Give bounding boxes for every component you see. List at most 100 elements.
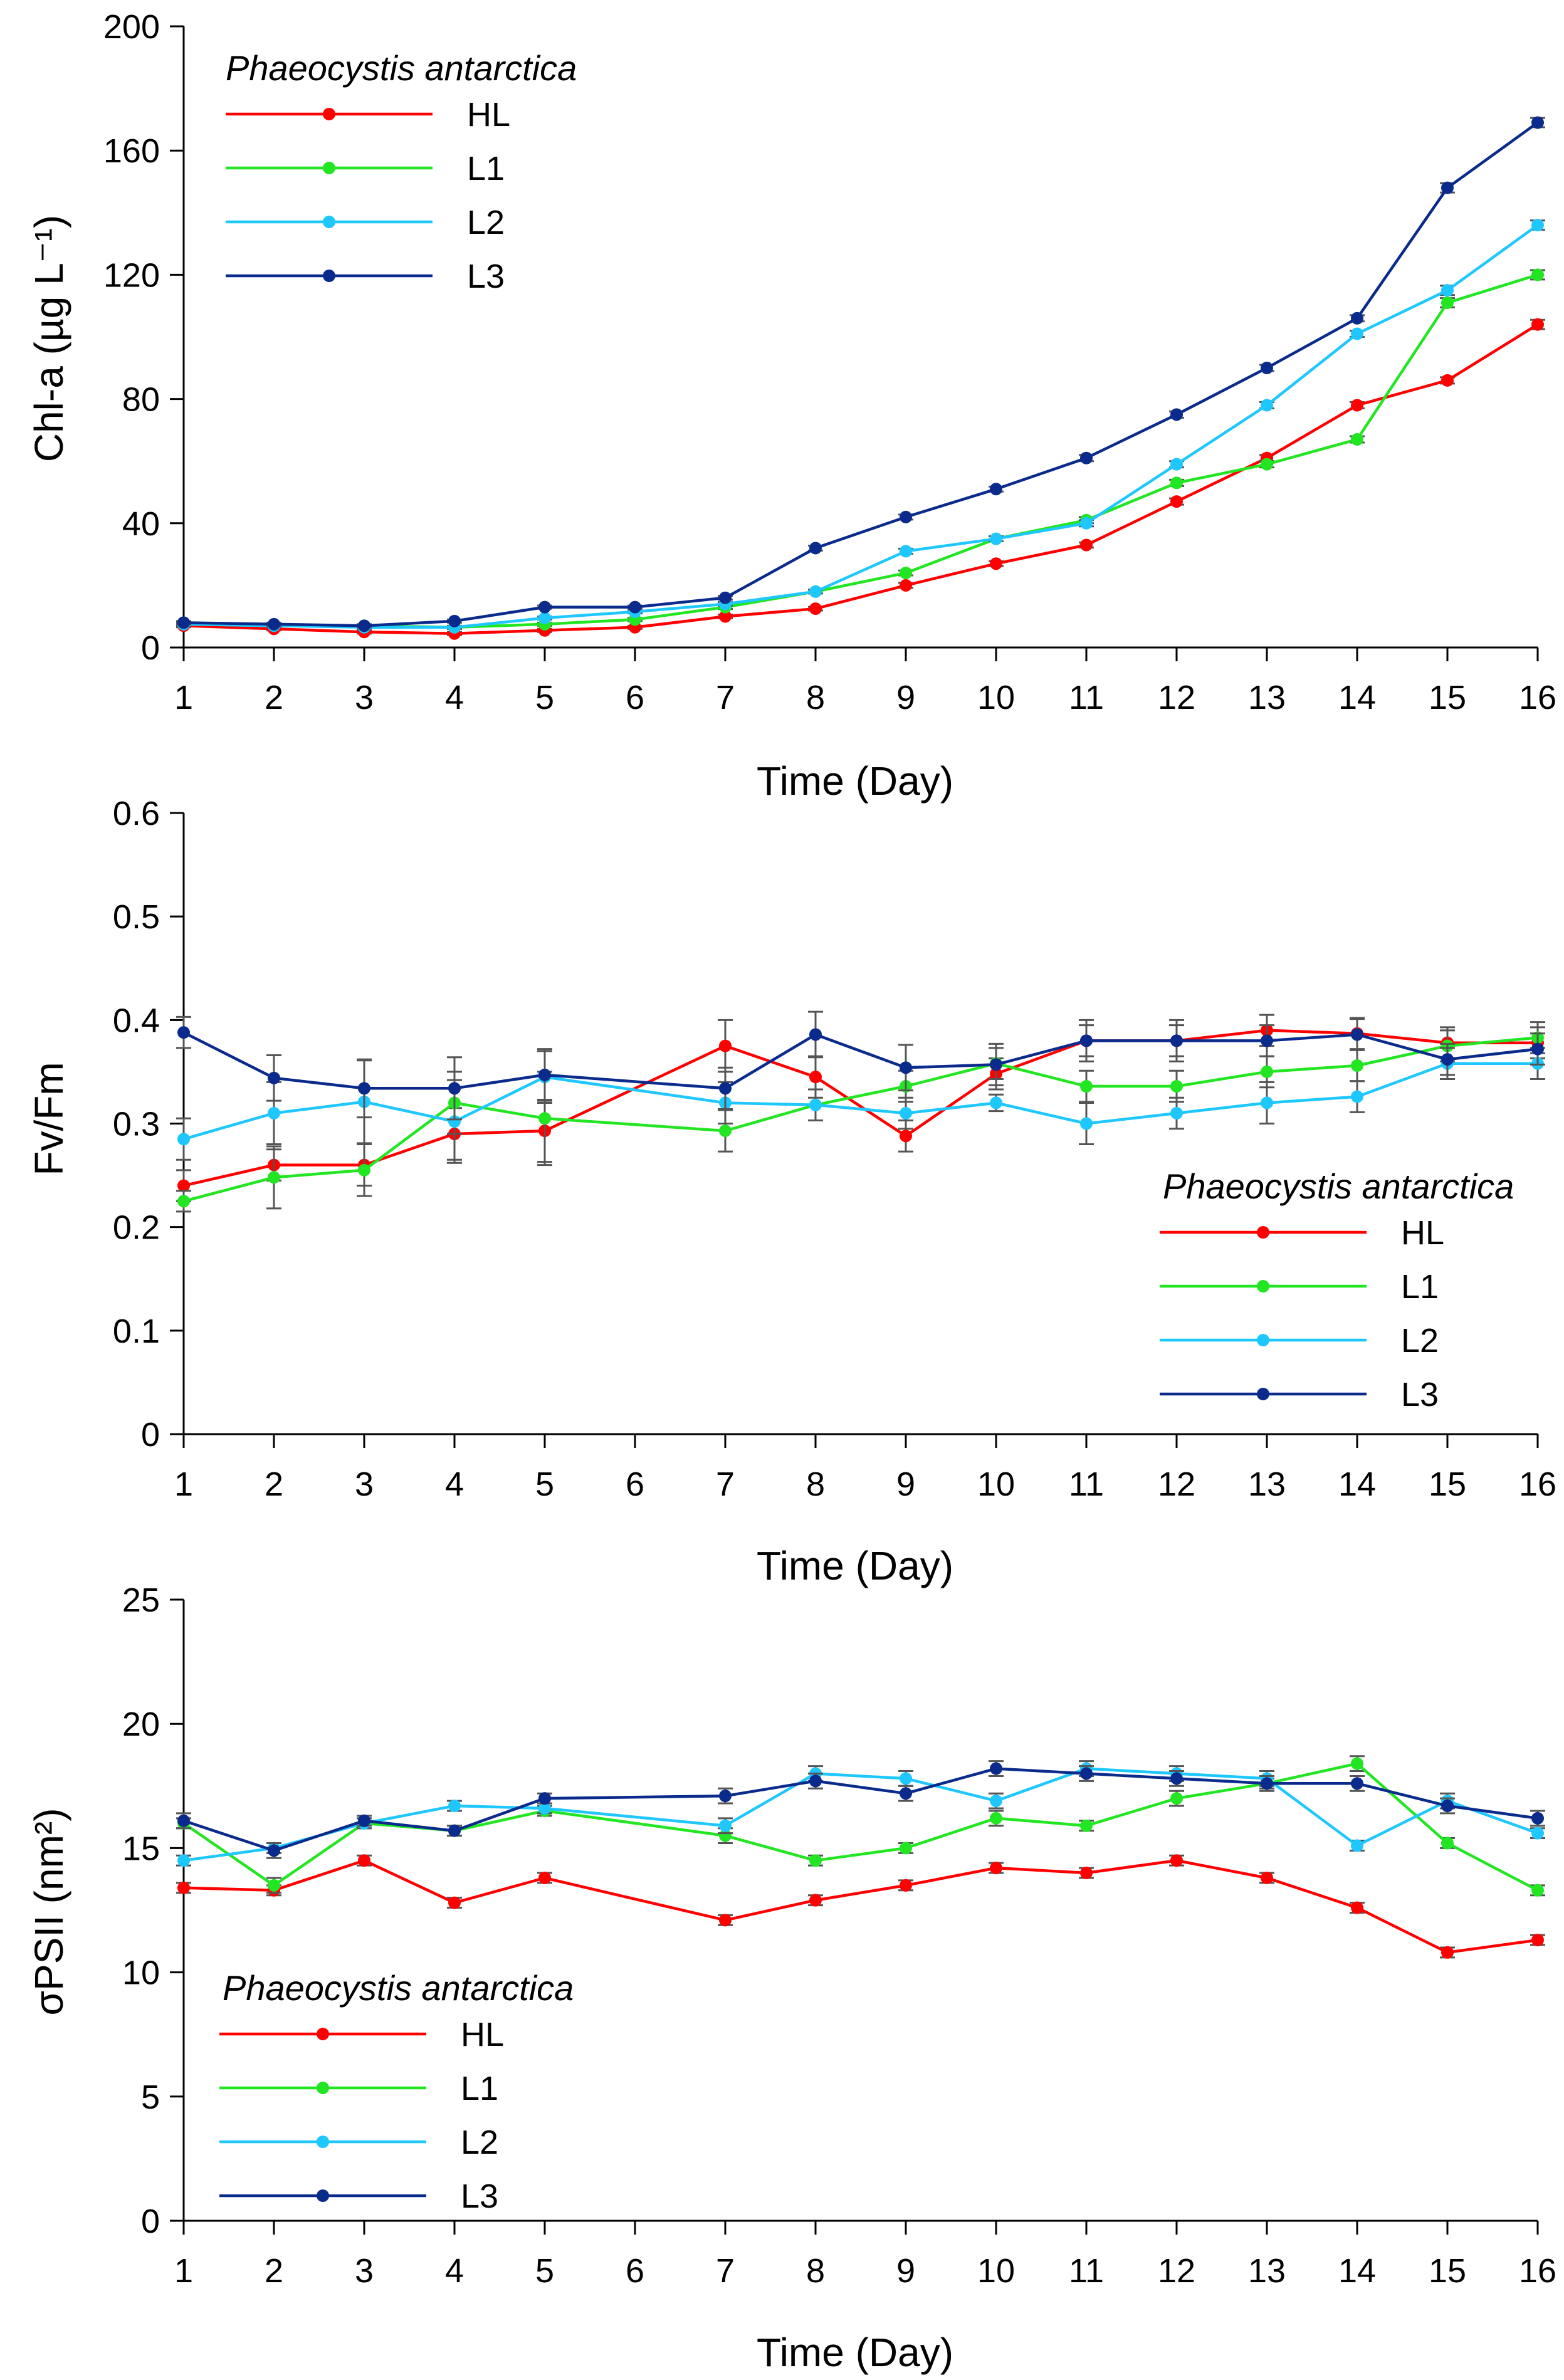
data-point — [990, 1096, 1002, 1109]
data-point — [358, 619, 370, 632]
data-point — [268, 1106, 280, 1119]
data-point — [448, 614, 461, 627]
data-point — [268, 1844, 280, 1857]
x-tick-label: 6 — [626, 2252, 644, 2290]
x-tick-label: 3 — [355, 2252, 374, 2290]
data-point — [809, 1775, 822, 1788]
data-point — [809, 1028, 822, 1041]
x-tick-label: 1 — [174, 2252, 193, 2290]
data-point — [1080, 538, 1093, 552]
legend-label-l1: L1 — [467, 150, 505, 187]
data-point — [1531, 116, 1544, 129]
data-point — [268, 617, 280, 631]
data-point — [719, 1039, 732, 1052]
series-line-l3 — [183, 1767, 1538, 1852]
data-point — [990, 1762, 1002, 1775]
data-point — [900, 545, 912, 558]
x-tick-label: 11 — [1069, 1465, 1104, 1503]
legend-marker-hl — [317, 2028, 329, 2040]
data-point — [1351, 399, 1363, 412]
data-point — [1261, 362, 1273, 375]
legend-marker-l3 — [323, 270, 335, 282]
x-tick-label: 2 — [265, 2252, 283, 2290]
data-point — [1080, 1867, 1093, 1880]
legend-marker-l1 — [323, 162, 335, 174]
x-tick-label: 14 — [1338, 679, 1376, 716]
y-tick-label: 20 — [122, 1706, 160, 1743]
data-point — [900, 1879, 912, 1892]
chl-a-panel: Chl-a (µg L⁻¹) Time (Day) Phaeocystis an… — [26, 8, 1556, 804]
data-point — [809, 1071, 822, 1084]
legend-label-hl: HL — [467, 96, 510, 134]
x-tick-label: 8 — [806, 2252, 825, 2290]
legend-marker-l2 — [317, 2136, 329, 2148]
data-point — [1080, 1819, 1093, 1832]
series-hl — [176, 318, 1545, 640]
data-point — [268, 1071, 280, 1084]
y-tick-label: 0.4 — [113, 1002, 160, 1039]
data-point — [809, 1894, 822, 1907]
data-point — [719, 1124, 732, 1138]
data-point — [538, 600, 551, 614]
y-tick-label: 160 — [103, 132, 160, 170]
data-point — [990, 1058, 1002, 1071]
legend-marker-l2 — [323, 216, 335, 228]
data-point — [1351, 327, 1363, 340]
legend-marker-l3 — [317, 2189, 329, 2202]
legend-title: Phaeocystis antarctica — [1163, 1166, 1514, 1206]
legend-label-l2: L2 — [461, 2124, 498, 2161]
x-tick-label: 3 — [355, 679, 374, 716]
y-tick-label: 0 — [141, 629, 160, 667]
data-point — [1351, 1839, 1363, 1852]
x-tick-label: 5 — [535, 2252, 554, 2290]
data-point — [177, 616, 190, 629]
data-point — [1080, 1034, 1093, 1047]
x-tick-label: 12 — [1158, 2252, 1195, 2290]
legend-label-hl: HL — [1401, 1214, 1444, 1252]
series-line-l3 — [182, 1031, 1538, 1090]
x-axis-title: Time (Day) — [757, 758, 953, 804]
data-point — [1441, 284, 1454, 297]
data-point — [268, 1171, 280, 1184]
legend-label-l3: L3 — [1401, 1376, 1439, 1413]
y-tick-label: 0 — [141, 2203, 160, 2240]
data-point — [900, 510, 912, 523]
y-tick-label: 0.2 — [113, 1209, 160, 1247]
data-point — [1351, 312, 1363, 325]
legend-label-l2: L2 — [467, 204, 505, 241]
data-point — [358, 1082, 370, 1095]
data-point — [990, 1862, 1002, 1875]
data-point — [1441, 1837, 1454, 1850]
data-point — [990, 1811, 1002, 1825]
data-point — [900, 1842, 912, 1855]
data-point — [629, 600, 641, 614]
x-tick-label: 11 — [1069, 2252, 1104, 2290]
data-point — [177, 1854, 190, 1867]
legend: HL L1 L2 L3 — [219, 2016, 504, 2215]
data-point — [809, 585, 822, 598]
x-tick-label: 2 — [265, 679, 283, 716]
data-point — [1080, 1080, 1093, 1093]
x-tick-label: 16 — [1519, 679, 1556, 716]
data-point — [538, 1801, 551, 1815]
data-point — [1531, 1811, 1544, 1825]
data-point — [538, 1112, 551, 1125]
x-tick-label: 13 — [1248, 1465, 1286, 1503]
data-point — [1261, 1065, 1273, 1078]
data-point — [538, 1068, 551, 1081]
data-point — [809, 1098, 822, 1111]
y-tick-label: 0.1 — [113, 1313, 160, 1350]
sigma-psii-panel: σPSII (nm²) Time (Day) Phaeocystis antar… — [26, 1581, 1556, 2375]
data-point — [719, 1819, 732, 1832]
data-point — [448, 1115, 461, 1128]
data-point — [1351, 1901, 1363, 1914]
data-point — [1531, 318, 1544, 331]
data-point — [1080, 1767, 1093, 1780]
x-tick-label: 10 — [977, 679, 1015, 716]
data-point — [1351, 1090, 1363, 1103]
data-point — [1170, 1106, 1183, 1119]
data-point — [538, 611, 551, 624]
legend-marker-l2 — [1257, 1334, 1269, 1346]
x-tick-label: 9 — [896, 1465, 915, 1503]
data-point — [1170, 1854, 1183, 1867]
